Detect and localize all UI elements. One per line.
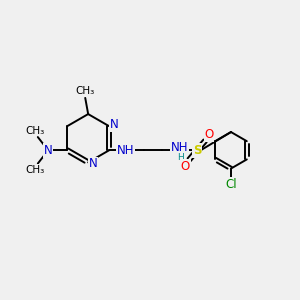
Text: N: N: [110, 118, 118, 131]
Text: O: O: [204, 128, 214, 141]
Text: CH₃: CH₃: [25, 165, 44, 175]
Text: NH: NH: [116, 144, 134, 157]
Text: N: N: [44, 144, 52, 157]
Text: CH₃: CH₃: [76, 86, 95, 96]
Text: H: H: [177, 153, 184, 162]
Text: O: O: [181, 160, 190, 173]
Text: N: N: [89, 157, 98, 170]
Text: Cl: Cl: [225, 178, 237, 191]
Text: CH₃: CH₃: [25, 126, 44, 136]
Text: NH: NH: [171, 141, 188, 154]
Text: S: S: [193, 144, 201, 157]
